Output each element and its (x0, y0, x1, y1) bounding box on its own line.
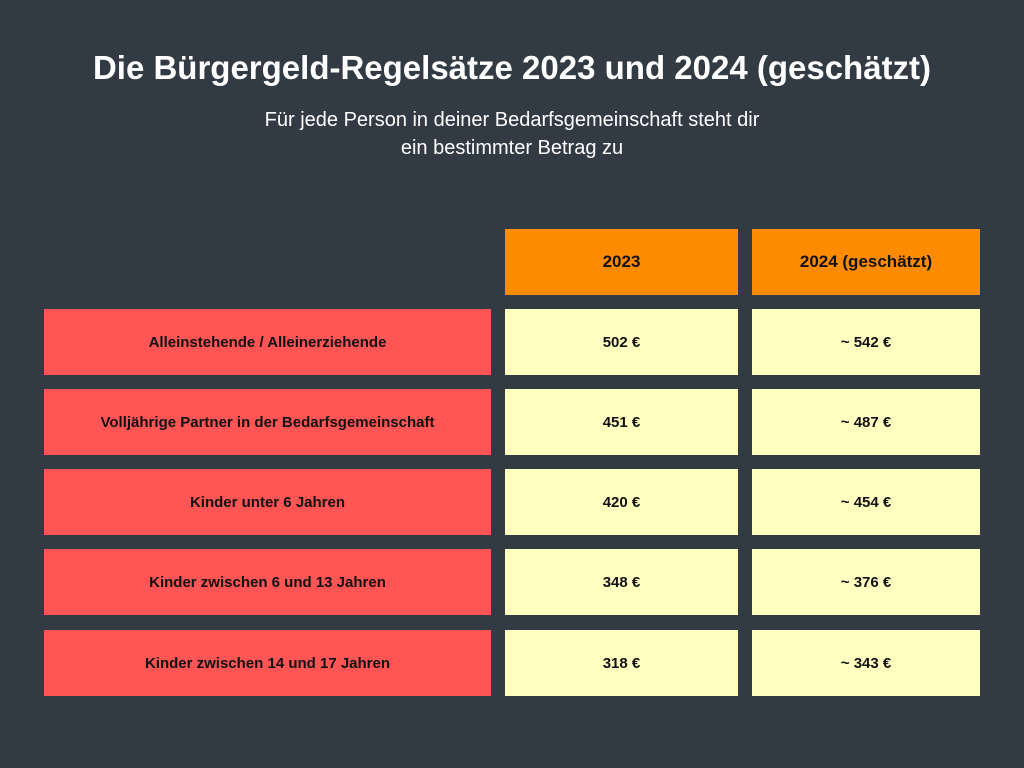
value-2023: 420 € (505, 469, 738, 535)
value-2024: ~ 454 € (752, 469, 980, 535)
column-header-2024: 2024 (geschätzt) (752, 229, 980, 295)
value-2024: ~ 542 € (752, 309, 980, 375)
value-2023: 451 € (505, 389, 738, 455)
value-2024: ~ 376 € (752, 549, 980, 615)
subtitle-line-2: ein bestimmter Betrag zu (400, 137, 624, 159)
value-2023: 348 € (505, 549, 738, 615)
page-title: Die Bürgergeld-Regelsätze 2023 und 2024 … (92, 49, 932, 86)
page-subtitle: Für jede Person in deiner Bedarfsgemeins… (0, 106, 1024, 162)
row-label: Kinder zwischen 14 und 17 Jahren (44, 630, 491, 696)
subtitle-line-1: Für jede Person in deiner Bedarfsgemeins… (264, 109, 760, 131)
row-label: Alleinstehende / Alleinerziehende (44, 309, 491, 375)
value-2024: ~ 343 € (752, 630, 980, 696)
value-2024: ~ 487 € (752, 389, 980, 455)
value-2023: 318 € (505, 630, 738, 696)
row-label: Volljährige Partner in der Bedarfsgemein… (44, 389, 491, 455)
row-label: Kinder unter 6 Jahren (44, 469, 491, 535)
row-label: Kinder zwischen 6 und 13 Jahren (44, 549, 491, 615)
column-header-2023: 2023 (505, 229, 738, 295)
value-2023: 502 € (505, 309, 738, 375)
